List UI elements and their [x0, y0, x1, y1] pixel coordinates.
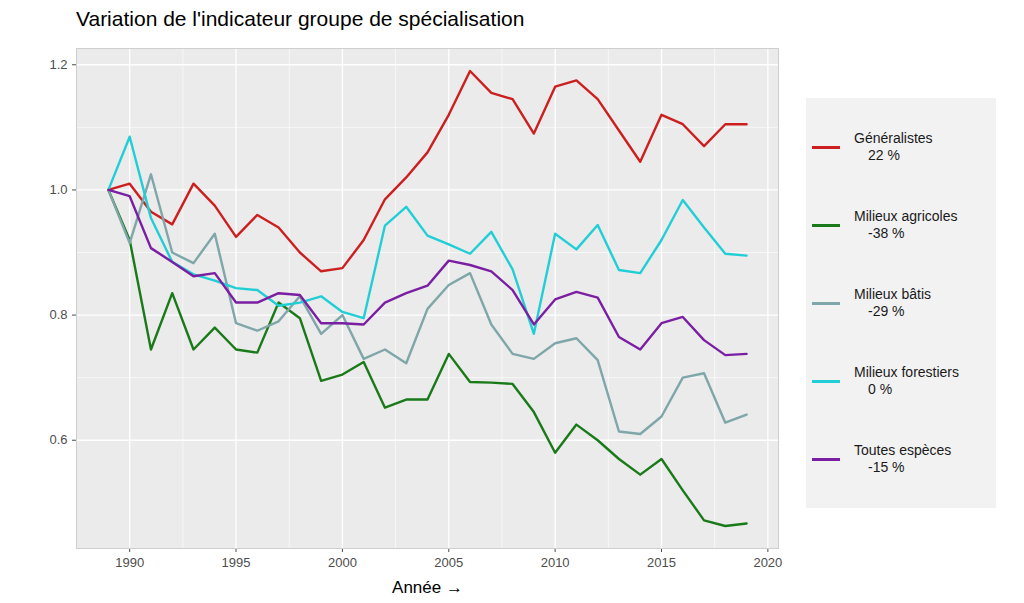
- svg-text:2000: 2000: [328, 555, 357, 570]
- html-text:-38 %: -38 %: [868, 225, 905, 241]
- svg-text:1.0: 1.0: [49, 182, 67, 197]
- html-text:Généralistes: Généralistes: [854, 130, 933, 146]
- svg-text:Année →: Année →: [392, 578, 463, 597]
- svg-text:0.6: 0.6: [49, 432, 67, 447]
- svg-text:2005: 2005: [434, 555, 463, 570]
- html-text:Milieux forestiers: Milieux forestiers: [854, 364, 959, 380]
- svg-text:1990: 1990: [115, 555, 144, 570]
- html-text:0 %: 0 %: [868, 381, 893, 397]
- html-text:Variation de l'indicateur grou: Variation de l'indicateur groupe de spéc…: [76, 7, 525, 30]
- html-text:Toutes espèces: Toutes espèces: [854, 442, 952, 458]
- html-text:22 %: 22 %: [868, 147, 900, 163]
- html-text:-29 %: -29 %: [868, 303, 905, 319]
- svg-text:0.8: 0.8: [49, 307, 67, 322]
- html-text:-15 %: -15 %: [868, 459, 905, 475]
- svg-text:2020: 2020: [753, 555, 782, 570]
- html-text:Milieux bâtis: Milieux bâtis: [854, 286, 931, 302]
- svg-text:2010: 2010: [541, 555, 570, 570]
- svg-text:1995: 1995: [222, 555, 251, 570]
- svg-text:2015: 2015: [647, 555, 676, 570]
- svg-text:1.2: 1.2: [49, 57, 67, 72]
- html-text:Milieux agricoles: Milieux agricoles: [854, 208, 958, 224]
